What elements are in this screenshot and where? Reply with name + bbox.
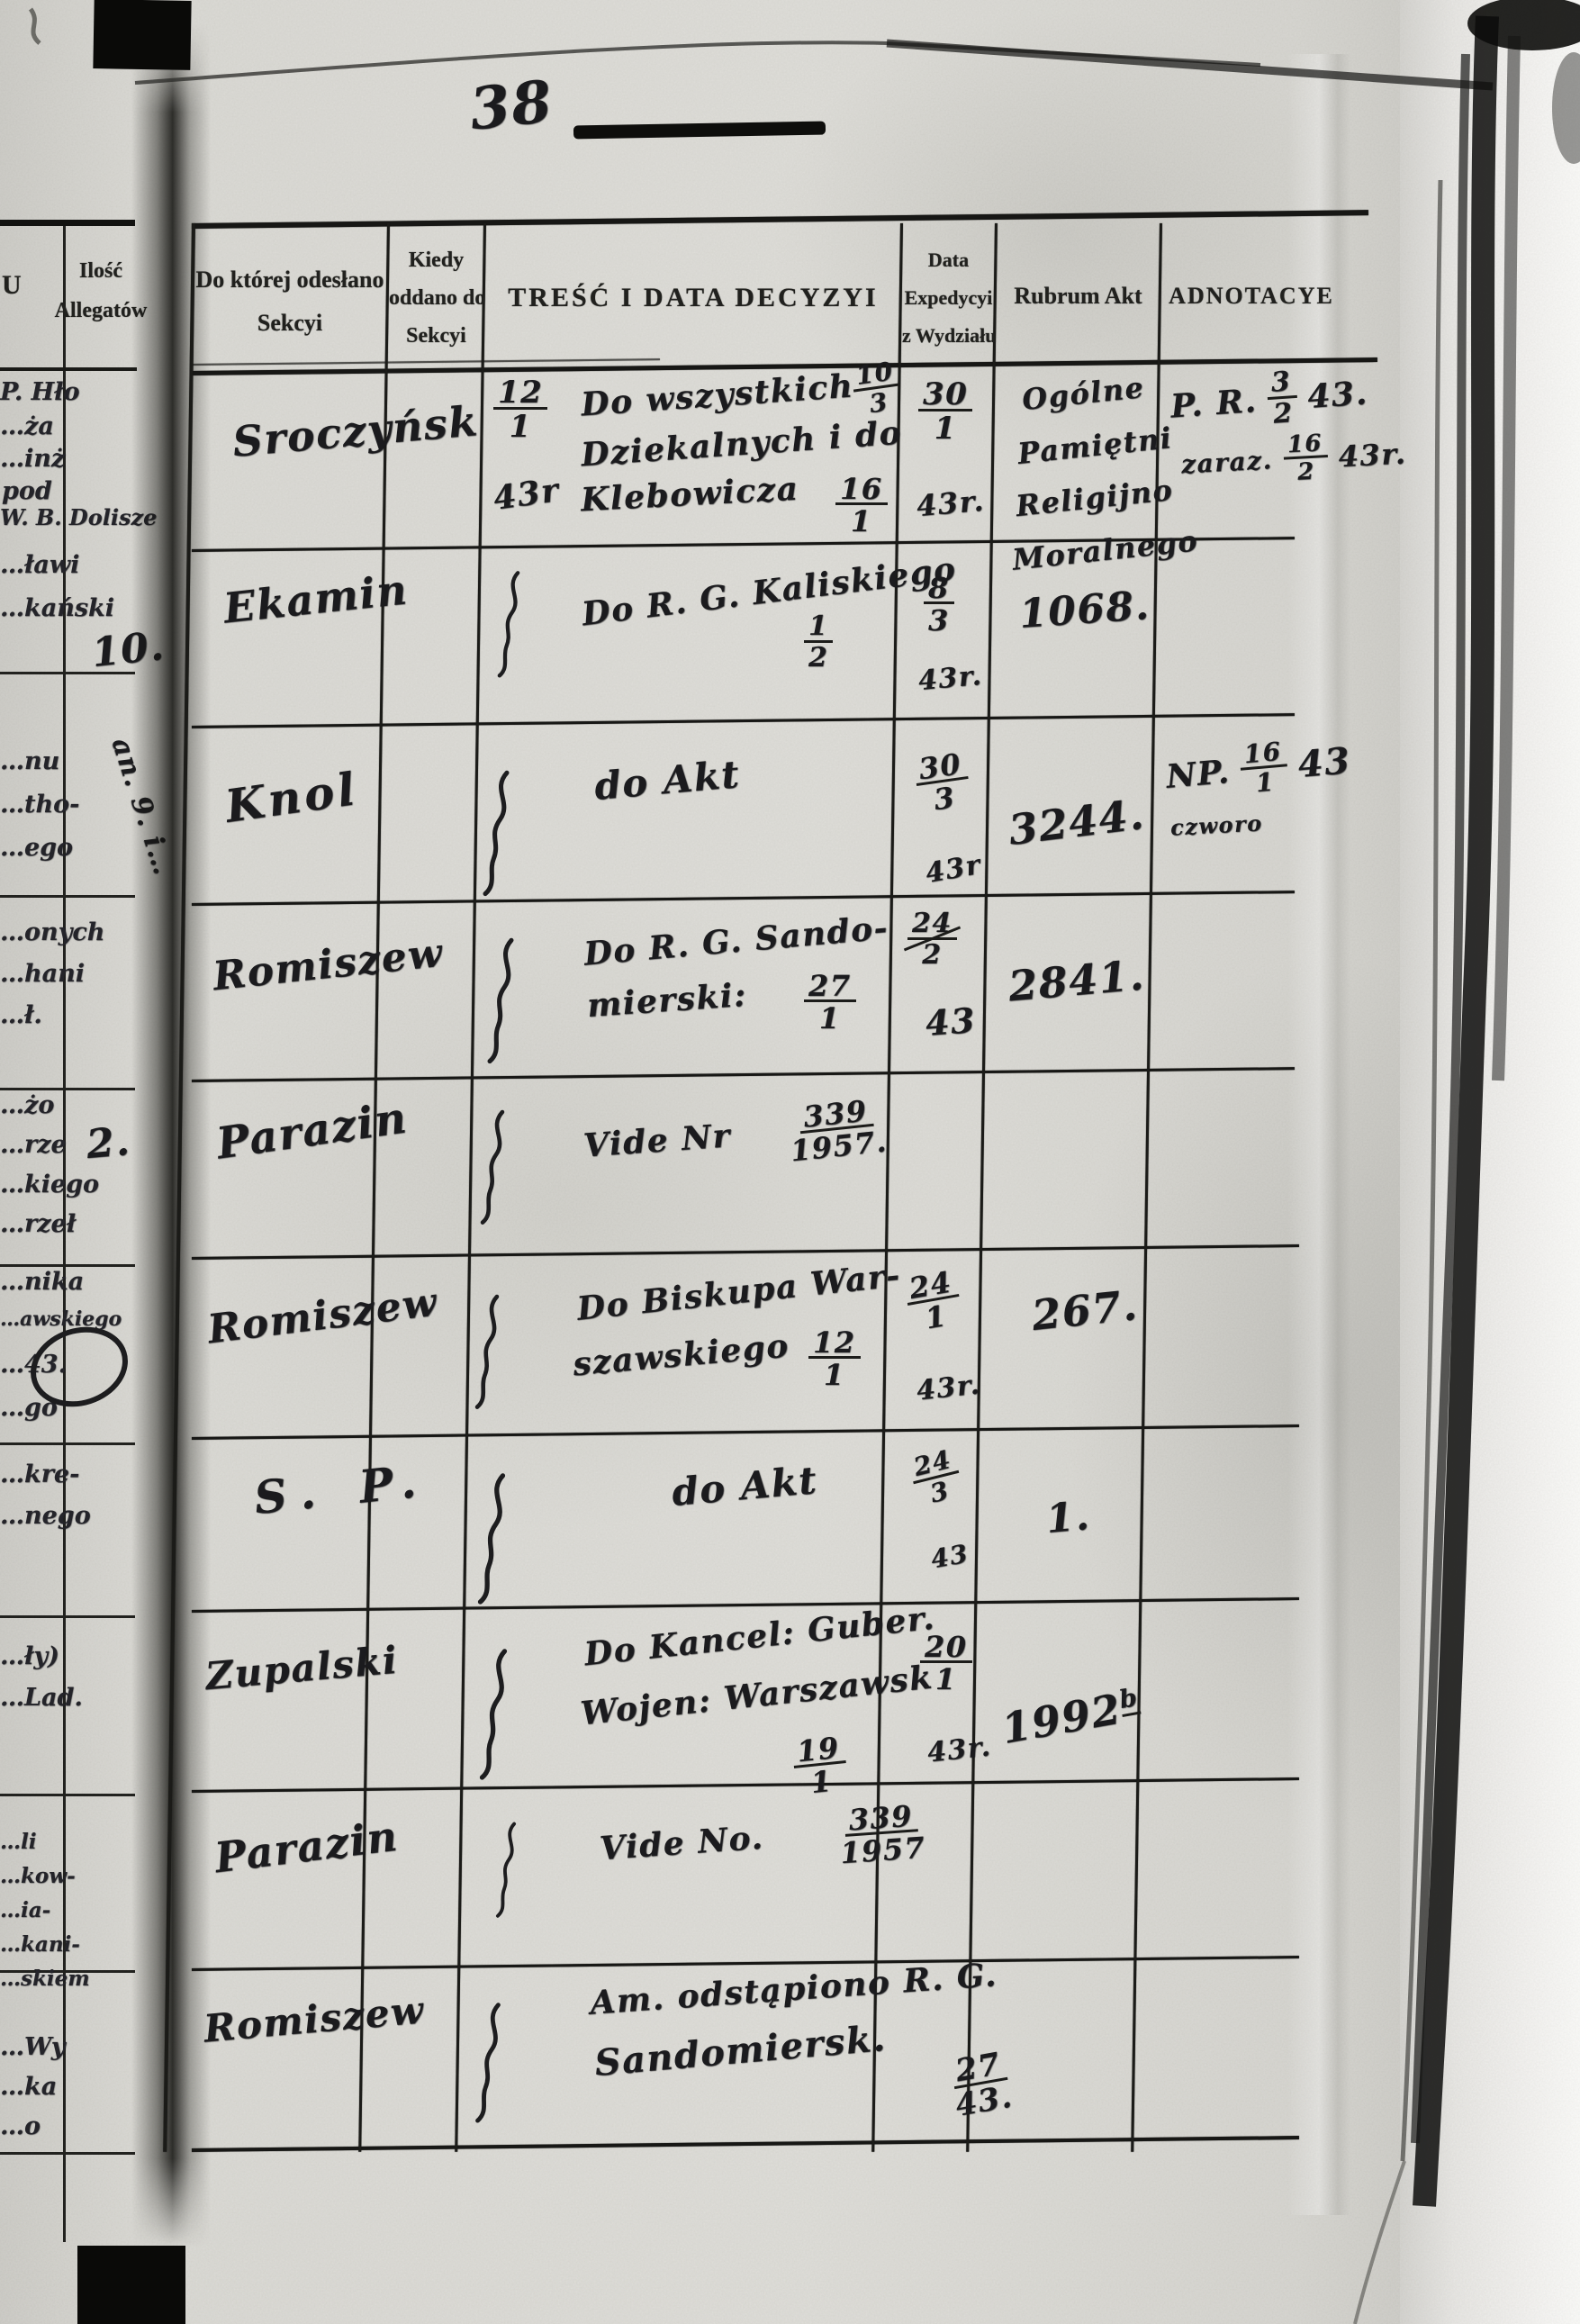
tresc-fraction: 339 1957 [839, 1798, 927, 1871]
data-expedycyi-fraction: 24 1 [902, 1264, 964, 1336]
handwriting-fragment: …tho- [0, 791, 80, 818]
header-data-line3: z Wydziału [902, 324, 997, 347]
header-kiedy-line3: Sekcyi [406, 324, 466, 348]
flourish-oval-icon [31, 1326, 128, 1407]
data-expedycyi-year: 43r. [915, 483, 987, 524]
handwriting-fragment: …ławi [0, 551, 80, 579]
rubrum-value: 1068. [1017, 582, 1151, 638]
handwriting-fragment: …ego [0, 834, 74, 862]
handwriting-fragment: …ia- [0, 1898, 51, 1922]
handwriting-fragment: …kani- [0, 1932, 80, 1957]
handwriting-fragment: …nu [0, 747, 60, 775]
allegat-count: 2. [84, 1117, 133, 1169]
adnotacya-line: czworo [1169, 809, 1264, 841]
handwriting-fragment: …rze [0, 1131, 67, 1159]
handwriting-fragment: …ł. [0, 1001, 42, 1029]
sliver-header-bottom-rule [0, 367, 137, 371]
tresc-fraction: 16 1 [835, 475, 888, 537]
tresc-fraction: 27 1 [804, 972, 856, 1034]
handwriting-fragment: P. Hło [0, 378, 80, 406]
header-sekcyi-line1: Do której odesłano [195, 267, 384, 293]
data-expedycyi-year: 43 [924, 999, 978, 1044]
handwriting-fragment: …kow- [0, 1864, 76, 1888]
header-rubrum: Rubrum Akt [1014, 283, 1142, 309]
ditto-flourish-icon [470, 1460, 513, 1615]
ditto-flourish-icon [475, 758, 517, 907]
header-sekcyi-line2: Sekcyi [257, 310, 323, 336]
kiedy-date-fraction: 12 1 [493, 377, 548, 442]
handwriting-fragment: …li [0, 1830, 37, 1854]
tresc-fraction: 339 1957. [789, 1093, 889, 1169]
handwriting-fragment: …kiego [0, 1171, 100, 1198]
film-mark-bottom-left [77, 2246, 185, 2324]
scanner-background [1400, 0, 1580, 2324]
ditto-flourish-icon [480, 926, 521, 1074]
rubrum-value: 1. [1043, 1492, 1093, 1543]
handwriting-fragment: …kre- [0, 1460, 80, 1488]
ditto-flourish-icon [472, 1637, 515, 1790]
handwriting-fragment: …nika [0, 1268, 85, 1296]
sliver-row-rule [0, 1088, 135, 1090]
tresc-fraction: 12 1 [808, 1328, 861, 1390]
handwriting-fragment: pod [2, 477, 52, 505]
handwriting-fragment: …ża [0, 412, 54, 440]
header-kiedy-line2: oddano do [389, 286, 486, 310]
ditto-flourish-icon [468, 1994, 508, 2130]
sliver-row-rule [0, 1264, 135, 1267]
handwriting-fragment: …nego [0, 1502, 91, 1530]
data-expedycyi-year: 43r. [925, 1731, 993, 1769]
sliver-header-top-rule [0, 220, 135, 226]
data-expedycyi-year: 43r. [915, 1369, 982, 1407]
tresc-fraction: 27 43. [947, 2046, 1016, 2124]
handwriting-fragment: …Lad. [0, 1684, 83, 1712]
data-expedycyi-fraction-struck: 24 2 [907, 910, 957, 968]
tresc-fraction: 10 3 [850, 356, 904, 419]
header-kiedy-line1: Kiedy [408, 249, 465, 272]
ditto-flourish-icon [468, 1286, 506, 1416]
handwriting-fragment: …Wy [0, 2033, 66, 2061]
sliver-row-rule [0, 895, 135, 898]
data-expedycyi-year: 43r. [916, 659, 984, 698]
handwriting-fragment: …ły) [0, 1642, 59, 1670]
header-data-line1: Data [927, 249, 970, 271]
handwriting-fragment: …rzeł [0, 1210, 77, 1238]
data-expedycyi-fraction: 30 1 [918, 379, 973, 444]
handwriting-fragment: …inż [0, 445, 66, 473]
sliver-row-rule [0, 1442, 135, 1445]
header-tresc: TREŚĆ I DATA DECYZYI [508, 283, 879, 312]
sliver-header-fragment: U [2, 270, 22, 300]
handwriting-fragment: …skiem [0, 1967, 90, 1991]
handwriting-fragment: …ka [0, 2073, 58, 2101]
page-number: 38 [466, 68, 556, 144]
header-adnotacye: ADNOTACYE [1169, 283, 1334, 309]
tresc-fraction: 19 1 [790, 1731, 849, 1800]
data-expedycyi-fraction: 20 1 [920, 1632, 972, 1695]
header-data-line2: Expedycyi [904, 286, 993, 309]
sliver-row-rule [0, 1615, 135, 1618]
ditto-flourish-icon [495, 1822, 517, 1918]
data-expedycyi-fraction: 30 3 [912, 746, 972, 818]
handwriting-fragment: …o [0, 2112, 41, 2140]
handwriting-fragment: …hani [0, 960, 86, 988]
ditto-flourish-icon [474, 1106, 511, 1227]
handwriting-fragment: …kański [0, 594, 114, 622]
sliver-row-rule [0, 1794, 135, 1796]
book-gutter-shadow [131, 23, 211, 2247]
handwriting-fragment: …żo [0, 1091, 55, 1119]
handwriting-fragment: …onych [0, 918, 105, 946]
film-mark-top-left [93, 0, 192, 70]
ditto-flourish-icon [491, 567, 527, 680]
sliver-row-rule [0, 2152, 135, 2155]
